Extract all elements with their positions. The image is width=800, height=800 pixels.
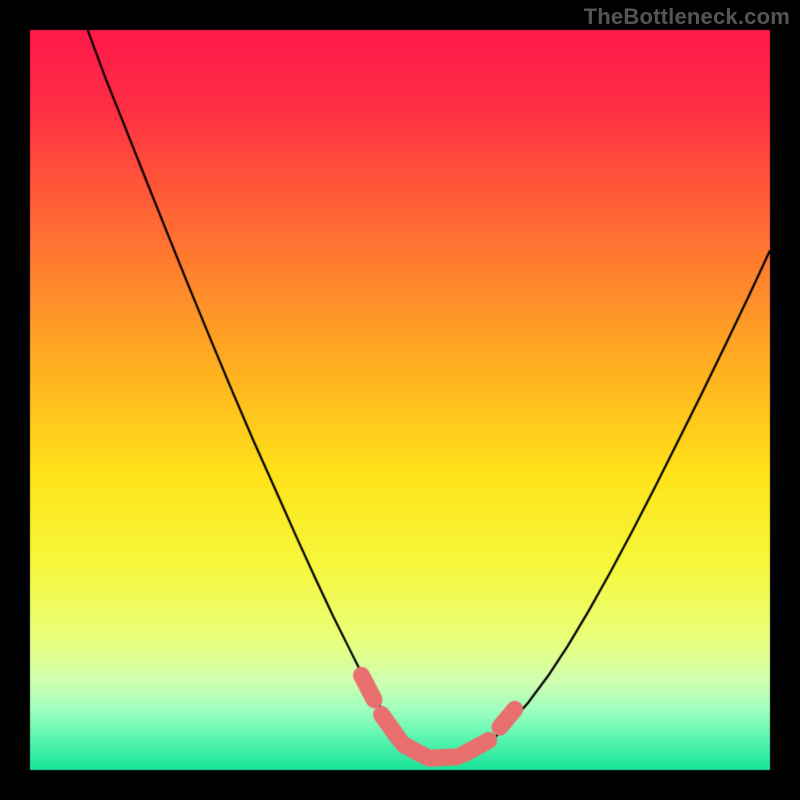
bottleneck-chart-canvas xyxy=(0,0,800,800)
watermark-text: TheBottleneck.com xyxy=(584,4,790,30)
